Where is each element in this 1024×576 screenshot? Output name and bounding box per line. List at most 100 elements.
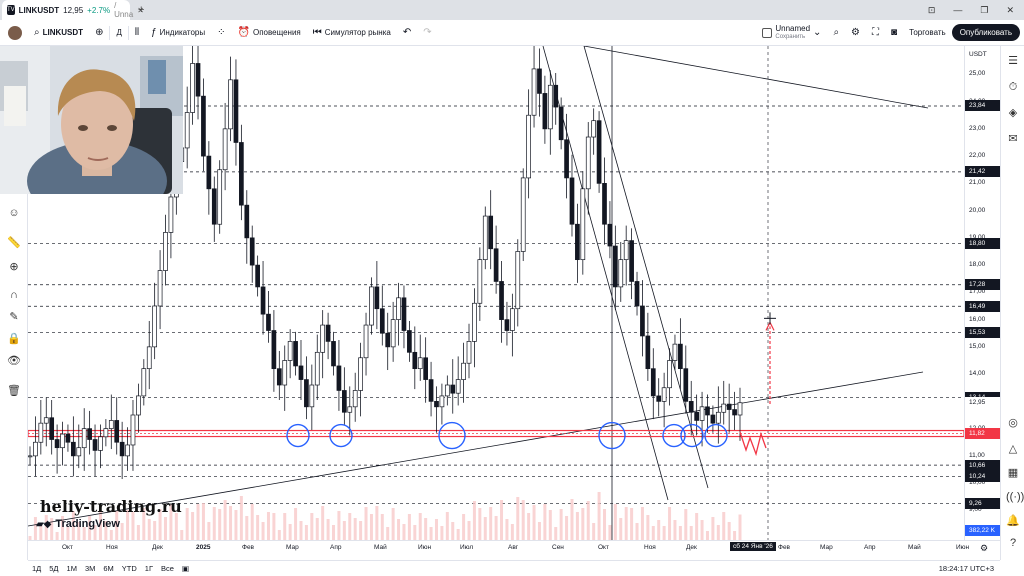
trash-icon[interactable]: 🗑: [7, 385, 21, 397]
magnet-icon[interactable]: ∩: [10, 289, 18, 301]
price-label: 10,24: [965, 471, 1001, 483]
candle-body: [336, 365, 342, 391]
falling-channel-lower: [542, 46, 669, 501]
volume-bar: [44, 515, 48, 540]
chat-icon[interactable]: ✉: [1008, 133, 1018, 145]
price-tick: 21,00: [969, 179, 986, 187]
browser-tab[interactable]: TV LINKUSDT 12,95 +2.7% / Unna ✕: [2, 0, 144, 20]
candle-body: [515, 251, 521, 310]
calendar-icon[interactable]: ▦: [1007, 467, 1019, 479]
candle-body: [602, 183, 607, 225]
candle-body: [298, 365, 304, 380]
range-button[interactable]: Все: [161, 564, 174, 573]
redo-button[interactable]: ↷: [417, 20, 437, 46]
volume-bar: [505, 519, 509, 540]
candle-body: [504, 319, 510, 331]
snapshot-button[interactable]: ◙: [885, 20, 903, 46]
alerts-button[interactable]: ⏰ Оповещения: [232, 20, 307, 46]
layout-button[interactable]: Unnamed Сохранить ⌄: [756, 20, 827, 46]
volume-bar: [380, 514, 384, 540]
candle-body: [455, 379, 461, 394]
publish-button[interactable]: Опубликовать: [951, 24, 1020, 41]
upper-trendline: [583, 46, 929, 109]
lock-icon[interactable]: 🔒: [7, 333, 21, 345]
quick-search-button[interactable]: ⌕: [827, 20, 845, 46]
target-icon[interactable]: ◎: [1008, 417, 1018, 429]
alerts-clock-icon[interactable]: ⏱: [1008, 81, 1018, 93]
help-icon[interactable]: ?: [1009, 537, 1017, 549]
chart-pane[interactable]: [28, 46, 964, 540]
emoji-icon[interactable]: ☺: [8, 207, 20, 219]
compare-button[interactable]: ⊕: [89, 20, 109, 46]
presenter-video: [0, 46, 183, 194]
ruler-icon[interactable]: 📏: [7, 237, 21, 249]
candle-body: [87, 428, 92, 440]
volume-bar: [142, 508, 146, 540]
volume-bar: [169, 504, 173, 540]
chart-type-button[interactable]: ⫴: [129, 20, 145, 46]
volume-bar: [61, 516, 65, 540]
volume-bar: [185, 508, 189, 540]
range-button[interactable]: 6М: [103, 564, 114, 573]
time-tick: Дек: [152, 544, 163, 551]
candle-body: [287, 341, 293, 361]
eye-icon[interactable]: 👁: [7, 355, 21, 367]
trade-button[interactable]: Торговать: [909, 28, 946, 37]
notifications-icon[interactable]: 🔔: [1006, 515, 1020, 527]
new-tab-button[interactable]: +: [138, 4, 145, 16]
volume-bar: [445, 512, 449, 540]
volume-bar: [462, 514, 466, 540]
price-tick: 10,00: [969, 479, 986, 487]
close-tab-icon[interactable]: ✕: [137, 5, 144, 15]
broadcast-icon[interactable]: ((·)): [1006, 491, 1024, 503]
camera-icon: ◙: [891, 27, 898, 38]
layers-icon[interactable]: ◈: [1008, 107, 1018, 119]
maximize-icon[interactable]: ❐: [980, 4, 989, 15]
price-scale[interactable]: USDT 25,0024,0023,0022,0021,0020,0019,00…: [964, 46, 1001, 540]
volume-bar: [630, 508, 634, 540]
volume-bar: [310, 513, 314, 540]
templates-button[interactable]: ⁘: [211, 20, 231, 46]
volume-bar: [353, 518, 357, 540]
settings-button[interactable]: ⚙: [845, 20, 866, 46]
candle-body: [249, 237, 255, 266]
candle-body: [136, 395, 141, 416]
range-button[interactable]: 5Д: [49, 564, 59, 573]
zoom-in-icon[interactable]: ⊕: [9, 261, 19, 273]
range-button[interactable]: YTD: [121, 564, 137, 573]
time-scale[interactable]: Окт Ноя Дек 2025 Фев Мар Апр Май Июн Июл Авг Сен Окт…: [28, 540, 1000, 554]
range-button[interactable]: 3М: [84, 564, 96, 573]
indicators-button[interactable]: ƒ Индикаторы: [145, 20, 211, 46]
volume-bar: [624, 507, 628, 540]
price-chart[interactable]: [28, 46, 964, 540]
interval-button[interactable]: Д: [116, 28, 122, 37]
candle-body: [537, 68, 542, 94]
volume-bar: [581, 508, 585, 540]
ideas-icon[interactable]: △: [1008, 443, 1018, 455]
range-button[interactable]: 1М: [66, 564, 77, 573]
volume-bar: [722, 512, 726, 540]
candle-body: [499, 281, 504, 320]
symbol-search[interactable]: ⌕ LINKUSDT: [28, 20, 89, 46]
undo-button[interactable]: ↶: [397, 20, 417, 46]
volume-bar: [402, 524, 406, 540]
cast-icon[interactable]: ⊡: [927, 4, 936, 15]
watchlist-icon[interactable]: ☰: [1008, 55, 1018, 67]
fullscreen-button[interactable]: ⛶: [866, 20, 885, 46]
range-button[interactable]: 1Д: [32, 564, 42, 573]
calendar-range-icon[interactable]: ▣: [181, 564, 190, 573]
close-window-icon[interactable]: ✕: [1006, 4, 1014, 15]
price-tick: 23,00: [969, 124, 986, 132]
price-tick: 11,00: [969, 451, 985, 459]
candle-body: [146, 346, 152, 370]
replay-button[interactable]: ⏮ Симулятор рынка: [307, 20, 397, 46]
scale-settings-icon[interactable]: ⚙: [980, 543, 989, 553]
volume-bar: [342, 521, 346, 540]
range-button[interactable]: 1Г: [144, 564, 154, 573]
price-label: 23,84: [965, 100, 1001, 112]
minimize-icon[interactable]: —: [953, 4, 963, 15]
candle-body: [612, 245, 618, 288]
avatar[interactable]: [0, 20, 28, 46]
volume-bar: [239, 496, 243, 540]
lock-drawing-icon[interactable]: ✎: [9, 311, 19, 323]
